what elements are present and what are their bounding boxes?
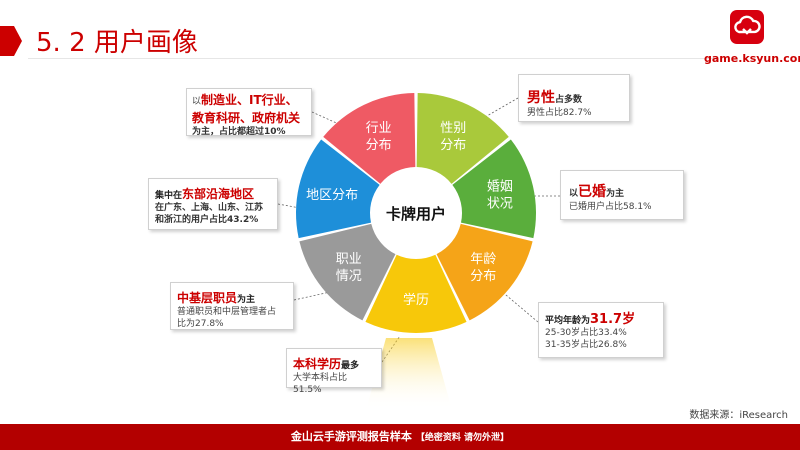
footer-bar: 金山云手游评测报告样本 【绝密资料 请勿外泄】 (0, 424, 800, 450)
wheel-reflection (366, 338, 452, 410)
callout-occupation: 中基层职员为主 普通职员和中层管理者占 比为27.8% (170, 282, 294, 330)
wheel-segment-education (365, 254, 467, 333)
wheel-segment-label-industry: 分布 (366, 138, 392, 153)
wheel-segment-region (296, 139, 380, 239)
callout-industry: 以制造业、IT行业、 教育科研、政府机关 为主，占比都超过10% (186, 88, 312, 137)
wheel-segment-label-gender: 性别 (440, 121, 466, 136)
callout-occupation-head: 中基层职员为主 (177, 287, 287, 306)
callout-industry-detail: 为主，占比都超过10% (192, 127, 286, 137)
callout-region-highlight: 东部沿海地区 (182, 187, 255, 201)
wheel-segment-age (436, 223, 533, 321)
callout-occupation-detail1: 普通职员和中层管理者占 (177, 307, 277, 317)
callout-gender: 男性占多数 男性占比82.7% (518, 74, 630, 122)
wheel-segment-gender (416, 93, 509, 184)
callout-gender-highlight: 男性 (527, 90, 555, 106)
page-title: 5. 2 用户画像 (36, 28, 198, 58)
callout-industry-prefix: 以 (192, 97, 202, 107)
wheel-segment-label-marriage: 婚姻 (487, 179, 513, 194)
wheel-segment-marriage (452, 139, 536, 239)
wheel-segment-label-gender: 分布 (440, 138, 466, 153)
leader-line-occupation (293, 291, 331, 301)
callout-marriage-highlight: 已婚 (578, 184, 607, 200)
callout-age-prefix: 平均年龄为 (545, 316, 591, 326)
callout-region-detail1: 在广东、上海、山东、江苏 (155, 203, 264, 213)
callout-industry-highlight1: 制造业、IT行业、 (201, 93, 298, 107)
wheel-segment-label-age: 分布 (470, 269, 496, 284)
wheel-segment-label-occupation: 职业 (336, 252, 362, 267)
callout-region-prefix: 集中在 (155, 191, 183, 201)
callout-occupation-suffix: 为主 (237, 295, 256, 305)
wheel-segment-label-education: 学历 (403, 292, 429, 308)
footer-title: 金山云手游评测报告样本 (290, 430, 412, 443)
callout-education-suffix: 最多 (341, 361, 360, 371)
data-source: 数据来源：iResearch (689, 410, 788, 421)
callout-education-highlight: 本科学历 (293, 357, 342, 371)
callout-age-head: 平均年龄为31.7岁 (545, 308, 657, 327)
ksyun-logo: game.ksyun.com (704, 10, 800, 70)
footer-confidential-tag: 【绝密资料 请勿外泄】 (415, 433, 510, 443)
leader-line-age (499, 289, 539, 323)
logo-url: game.ksyun.com (704, 52, 800, 65)
wheel-segment-label-occupation: 情况 (336, 269, 362, 284)
wheel-segment-industry (323, 93, 416, 184)
callout-education: 本科学历最多 大学本科占比51.5% (286, 348, 382, 395)
callout-region: 集中在东部沿海地区 在广东、上海、山东、江苏 和浙江的用户占比43.2% (148, 178, 278, 230)
wheel-segment-label-marriage: 状况 (487, 196, 513, 211)
title-accent-bar (0, 26, 22, 56)
callout-age-detail1: 25-30岁占比33.4% (545, 328, 627, 338)
callout-industry-highlight2: 教育科研、政府机关 (192, 111, 301, 125)
callout-age: 平均年龄为31.7岁 25-30岁占比33.4% 31-35岁占比26.8% (538, 302, 664, 358)
callout-age-highlight: 31.7岁 (590, 312, 636, 327)
wheel-segment-label-region: 地区分布 (306, 188, 358, 203)
callout-age-detail2: 31-35岁占比26.8% (545, 340, 627, 350)
title-divider (28, 58, 718, 59)
callout-marriage-head: 以已婚为主 (569, 181, 675, 201)
wheel-segment-label-age: 年龄 (470, 252, 496, 267)
callout-marriage-detail: 已婚用户占比58.1% (569, 202, 652, 212)
callout-marriage: 以已婚为主 已婚用户占比58.1% (560, 170, 684, 220)
callout-marriage-prefix: 以 (569, 189, 579, 199)
wheel-segment-occupation (299, 223, 396, 321)
cloud-logo-icon (730, 10, 764, 44)
wheel-center-label: 卡牌用户 (386, 205, 446, 223)
callout-gender-suffix: 占多数 (555, 95, 583, 105)
wheel-segment-label-industry: 行业 (366, 121, 392, 136)
callout-marriage-suffix: 为主 (606, 189, 625, 199)
callout-occupation-highlight: 中基层职员 (177, 291, 238, 305)
callout-gender-detail: 男性占比82.7% (527, 108, 592, 118)
callout-region-head: 集中在东部沿海地区 (155, 183, 271, 202)
callout-gender-head: 男性占多数 (527, 87, 621, 107)
callout-industry-line1: 以制造业、IT行业、 (192, 92, 306, 110)
wheel-center-hub (372, 169, 460, 257)
callout-region-detail2: 和浙江的用户占比43.2% (155, 215, 259, 225)
callout-education-head: 本科学历最多 (293, 353, 375, 372)
callout-occupation-detail2: 比为27.8% (177, 319, 224, 329)
callout-education-detail: 大学本科占比51.5% (293, 373, 348, 395)
